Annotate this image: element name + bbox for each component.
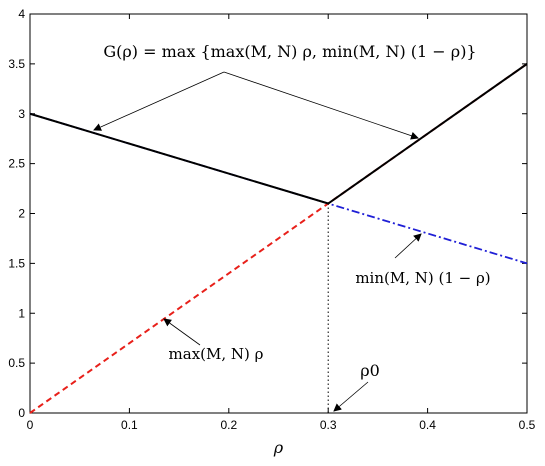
max-arrow (163, 318, 201, 346)
y-tick-label: 1.5 (8, 256, 25, 270)
y-tick-label: 2 (18, 207, 25, 221)
y-tick-label: 0.5 (8, 356, 25, 370)
y-tick-label: 4 (18, 7, 25, 21)
y-tick-label: 3.5 (8, 57, 25, 71)
series-line-dashed (29, 63, 528, 414)
g-formula-label: G(ρ) = max {max(M, N) ρ, min(M, N) (1 − … (103, 42, 476, 61)
max-formula-label: max(M, N) ρ (169, 345, 264, 363)
x-tick-label: 0.5 (519, 418, 536, 432)
g-arrow-right (223, 71, 419, 140)
x-tick-label: 0.2 (220, 418, 237, 432)
plot-frame (29, 13, 528, 414)
x-tick-label: 0.4 (419, 418, 436, 432)
x-tick-label: 0.1 (121, 418, 138, 432)
rho0-label: ρ0 (360, 361, 380, 380)
y-tick-label: 2.5 (8, 157, 25, 171)
g-arrow-left (93, 71, 225, 131)
x-axis-label: ρ (273, 438, 284, 457)
x-tick-label: 0 (27, 418, 34, 432)
x-tick-label: 0.3 (320, 418, 337, 432)
min-arrow (394, 233, 422, 259)
rho0-arrow (333, 381, 369, 412)
y-tick-label: 0 (18, 406, 25, 420)
series-line-solid (29, 63, 528, 205)
min-formula-label: min(M, N) (1 − ρ) (355, 269, 490, 287)
y-tick-label: 1 (18, 306, 25, 320)
y-tick-label: 3 (18, 107, 25, 121)
